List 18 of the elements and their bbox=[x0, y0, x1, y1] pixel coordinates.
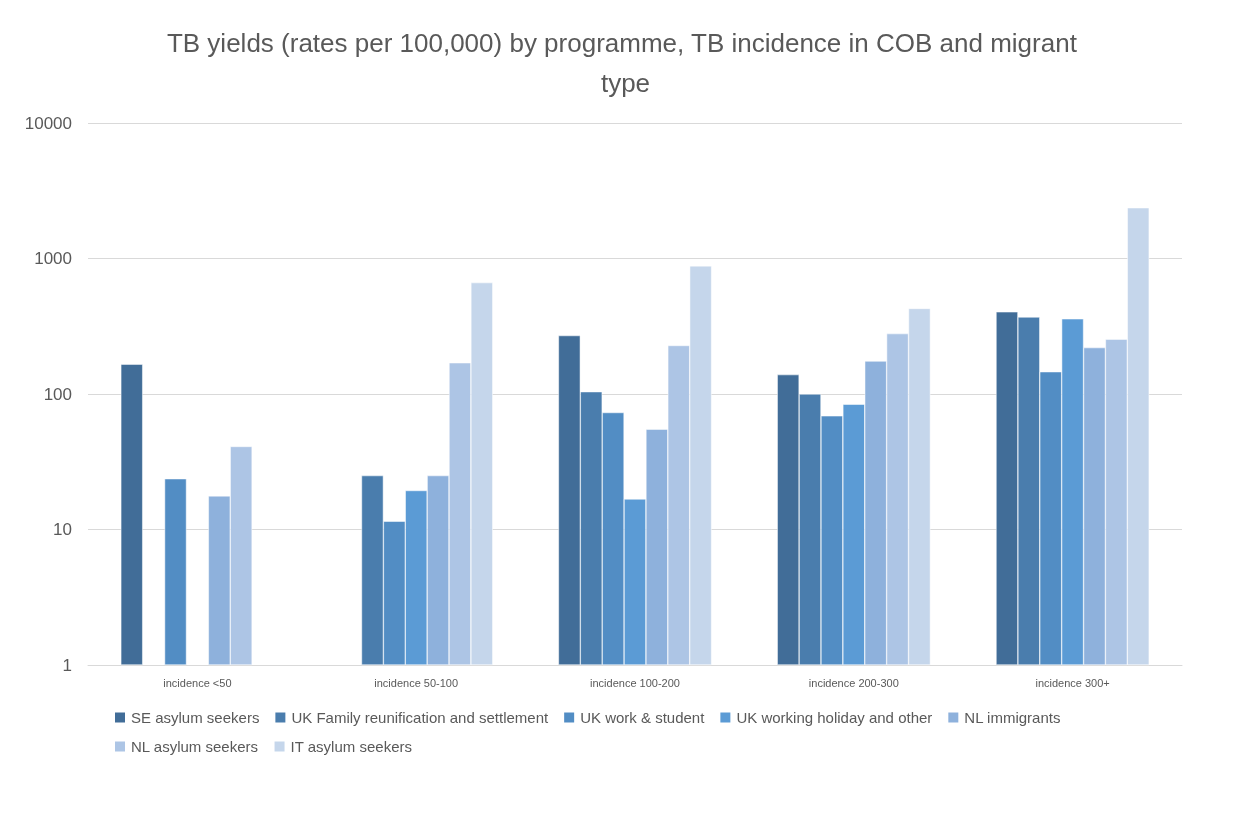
x-tick-label: incidence 100-200 bbox=[590, 676, 680, 689]
x-tick-label: incidence <50 bbox=[163, 676, 232, 689]
legend-label: IT asylum seekers bbox=[290, 738, 412, 755]
x-tick-label: incidence 300+ bbox=[1035, 676, 1110, 689]
x-tick-label: incidence 200-300 bbox=[808, 676, 899, 689]
legend-label: NL asylum seekers bbox=[131, 738, 258, 755]
x-tick-label: incidence 50-100 bbox=[374, 676, 459, 689]
y-tick-label: 10 bbox=[53, 520, 72, 539]
legend-label: SE asylum seekers bbox=[131, 709, 260, 726]
y-tick-label: 100 bbox=[43, 384, 72, 404]
legend-label: NL immigrants bbox=[964, 709, 1061, 726]
legend-label: UK work & student bbox=[580, 709, 706, 726]
legend-label: UK working holiday and other bbox=[736, 709, 933, 726]
legend-label: UK Family reunification and settlement bbox=[291, 709, 549, 726]
chart-title: TB yields (rates per 100,000) by programme, TB incidence in COB and migrant type bbox=[166, 28, 1085, 98]
y-tick-label: 1 bbox=[62, 655, 72, 675]
y-tick-label: 10000 bbox=[24, 113, 72, 133]
y-tick-label: 1000 bbox=[34, 249, 72, 268]
